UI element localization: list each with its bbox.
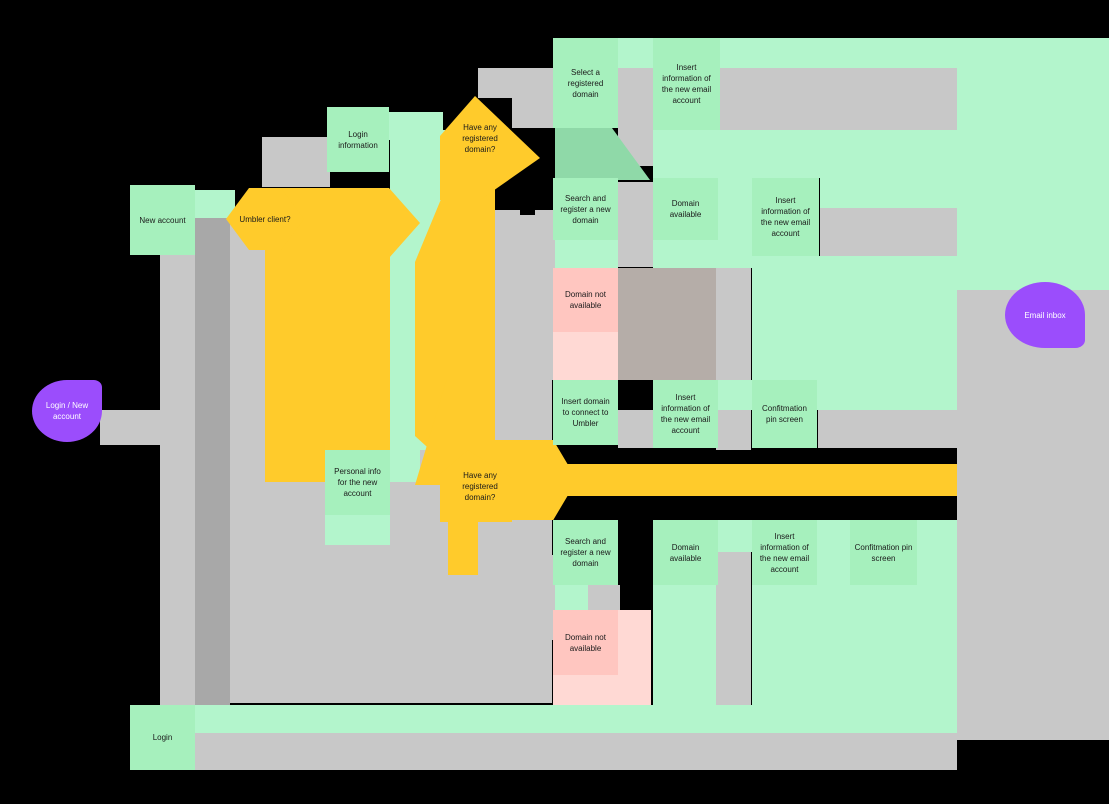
insert-info-bottom-node[interactable]: Insert information of the new email acco…: [752, 520, 817, 585]
login-information-node[interactable]: Login information: [327, 107, 389, 172]
insert-info-mid-label: Insert information of the new email acco…: [760, 196, 811, 238]
connector-right-column: [957, 290, 1109, 740]
pink-top-extension: [553, 332, 618, 380]
connector-vertical-b: [716, 552, 751, 705]
mint-search-top-under: [555, 240, 618, 268]
search-register-top-label: Search and register a new domain: [560, 193, 611, 225]
insert-info-connect-label: Insert information of the new email acco…: [660, 393, 711, 435]
connector-vertical-h: [588, 585, 620, 610]
start-login-new-account[interactable]: Login / New account: [32, 380, 102, 442]
search-register-bottom-node[interactable]: Search and register a new domain: [553, 520, 618, 585]
connector-lower-gray-b: [535, 555, 555, 640]
insert-info-mid-node[interactable]: Insert information of the new email acco…: [752, 178, 819, 256]
domain-available-bottom-label: Domain available: [669, 542, 702, 563]
new-account-node[interactable]: New account: [130, 185, 195, 255]
yellow-umbler-stem: [265, 250, 390, 482]
insert-info-top-label: Insert information of the new email acco…: [661, 63, 712, 105]
mint-personal-right: [390, 450, 420, 482]
have-domain-bottom-decision[interactable]: [440, 450, 512, 522]
select-domain-label: Select a registered domain: [567, 67, 604, 99]
new-account-label: New account: [139, 215, 186, 225]
confirmation-pin-bottom-label: Confitmation pin screen: [854, 542, 913, 563]
mint-top-right-vertical: [957, 38, 1109, 290]
connector-top-gray: [720, 68, 957, 130]
domain-not-available-top-label: Domain not available: [565, 290, 606, 310]
search-register-top-node[interactable]: Search and register a new domain: [553, 178, 618, 240]
connector-left-vertical: [160, 250, 195, 705]
login-label: Login: [152, 733, 173, 742]
connector-mid-gray-b: [535, 210, 555, 380]
confirmation-pin-top-node[interactable]: Confitmation pin screen: [752, 380, 817, 448]
connector-bottom-bar: [195, 733, 957, 770]
insert-info-top-node[interactable]: Insert information of the new email acco…: [653, 38, 720, 130]
email-inbox-node[interactable]: Email inbox: [1005, 282, 1085, 348]
domain-not-available-top-node[interactable]: Domain not available: [553, 268, 618, 332]
domain-available-top-label: Domain available: [669, 199, 702, 219]
connector-vertical-d: [618, 410, 653, 448]
login-information-label: Login information: [338, 129, 378, 150]
umbler-client-label: Umbler client?: [239, 214, 291, 224]
mint-insert-top-strip: [820, 178, 957, 208]
umbler-client-decision[interactable]: [226, 188, 304, 250]
confirmation-pin-bottom-node[interactable]: Confitmation pin screen: [850, 520, 917, 585]
search-register-bottom-label: Search and register a new domain: [560, 537, 611, 568]
domain-available-bottom-node[interactable]: Domain available: [653, 520, 718, 585]
insert-domain-connect-node[interactable]: Insert domain to connect to Umbler: [553, 380, 618, 445]
connector-select-stub: [512, 70, 554, 128]
domain-not-available-bottom-label: Domain not available: [565, 632, 606, 653]
confirmation-pin-top-label: Confitmation pin screen: [762, 404, 807, 424]
select-domain-node[interactable]: Select a registered domain: [553, 38, 618, 128]
personal-info-node[interactable]: Personal info for the new account: [325, 450, 390, 515]
connector-login-top: [262, 137, 330, 187]
login-node[interactable]: Login: [130, 705, 195, 770]
connector-personal-gap: [390, 482, 440, 544]
domain-available-top-node[interactable]: Domain available: [653, 178, 718, 240]
mint-top-bottom: [653, 130, 957, 178]
insert-domain-connect-label: Insert domain to connect to Umbler: [561, 397, 610, 428]
pink-bottom-extension: [618, 610, 651, 705]
start-label: Login / New account: [45, 401, 89, 421]
connector-lower-gray-a: [480, 550, 515, 575]
have-domain-bottom-label: Have any registered domain?: [462, 470, 498, 502]
yellow-bottom-wide: [482, 440, 957, 520]
mint-new-account-bridge: [195, 190, 235, 218]
connector-vertical-c: [618, 182, 653, 267]
insert-info-bottom-label: Insert information of the new email acco…: [759, 531, 810, 574]
mint-search-bottom-under: [555, 585, 588, 610]
have-domain-top-label: Have any registered domain?: [462, 122, 498, 154]
personal-info-label: Personal info for the new account: [334, 467, 381, 498]
brown-square: [618, 268, 716, 380]
connector-login-bridge: [100, 410, 162, 445]
yellow-bottom-stem: [448, 515, 478, 575]
email-inbox-label: Email inbox: [1024, 310, 1066, 320]
mint-login-bar: [195, 705, 957, 733]
connector-insert-top-gray: [820, 208, 957, 256]
have-domain-top-decision[interactable]: [440, 96, 540, 200]
insert-info-connect-node[interactable]: Insert information of the new email acco…: [653, 380, 718, 448]
connector-shadow-bar: [195, 215, 230, 705]
mint-mid-big: [752, 256, 957, 380]
mint-top-left: [618, 38, 653, 68]
mint-personal-bottom: [325, 515, 390, 545]
connector-vertical-e: [818, 410, 957, 448]
domain-not-available-bottom-node[interactable]: Domain not available: [553, 610, 618, 675]
